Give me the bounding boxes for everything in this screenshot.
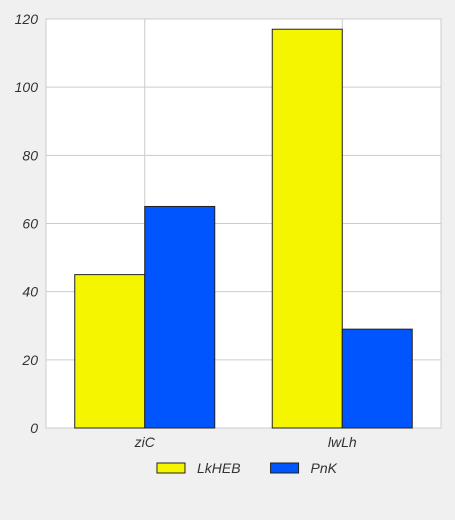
bars (74, 28, 413, 429)
y-tick-label: 60 (22, 216, 38, 232)
y-tick-label: 40 (22, 284, 38, 300)
y-tick-label: 100 (15, 79, 39, 95)
x-axis-ticks: ziC lwLh (134, 434, 357, 450)
bar-LkHEB-ziC[interactable] (74, 274, 146, 429)
x-tick-label: ziC (134, 434, 156, 450)
bar-PnK-lwLh[interactable] (341, 328, 413, 429)
y-tick-label: 20 (21, 352, 38, 368)
legend-label-PnK: PnK (311, 460, 338, 476)
legend-label-LkHEB: LkHEB (197, 460, 241, 476)
y-tick-label: 80 (22, 147, 38, 163)
legend-swatch-PnK (270, 462, 300, 474)
legend-swatch-LkHEB (156, 462, 186, 474)
y-tick-label: 0 (30, 420, 38, 436)
y-tick-label: 120 (15, 11, 39, 27)
y-axis-ticks: 0 20 40 60 80 100 120 (15, 11, 39, 436)
bar-LkHEB-lwLh[interactable] (271, 28, 343, 429)
bar-PnK-ziC[interactable] (144, 205, 216, 429)
legend: LkHEB PnK (156, 460, 338, 476)
x-tick-label: lwLh (328, 434, 357, 450)
